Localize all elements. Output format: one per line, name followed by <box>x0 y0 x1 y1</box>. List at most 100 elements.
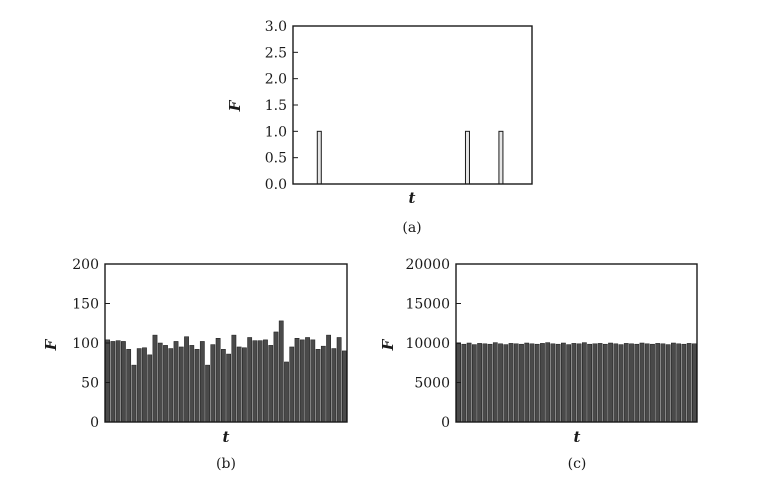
panel-c-ytick-label: 20000 <box>405 257 450 273</box>
panel-a-ylabel: F <box>226 99 244 112</box>
panel-c-ytick-label: 10000 <box>405 336 450 352</box>
panel-c-bar <box>492 342 498 423</box>
panel-a-ytick-label: 2.0 <box>265 72 287 88</box>
panel-b-bar <box>199 341 205 423</box>
panel-b-bar <box>147 354 153 423</box>
panel-b-caption: (b) <box>216 456 236 472</box>
panel-c-bar <box>503 344 509 423</box>
panel-c-ytick-label: 5000 <box>414 376 450 392</box>
panel-c-bar <box>608 342 613 423</box>
panel-b-ytick-label: 0 <box>90 415 99 431</box>
panel-a-frame <box>292 25 533 185</box>
panel-b-bars <box>105 320 347 423</box>
panel-c-bar <box>686 343 692 423</box>
panel-c-bar <box>623 343 629 423</box>
panel-c-bar <box>602 343 608 423</box>
panel-b-bar <box>310 339 316 423</box>
panel-c-bar <box>581 342 587 423</box>
panel-c-bar <box>550 343 556 423</box>
panel-c-ylabel: F <box>379 338 397 351</box>
panel-c-ytick-label: 0 <box>441 415 450 431</box>
panel-b-bar <box>305 337 310 423</box>
panel-b-bar <box>110 341 116 423</box>
panel-c-bar <box>629 343 634 423</box>
panel-b-bar <box>284 361 289 423</box>
panel-c-bar <box>519 343 524 423</box>
panel-b-bar <box>289 346 295 423</box>
panel-a-bar <box>464 130 470 185</box>
panel-b-bar <box>320 345 326 423</box>
panel-b-bar <box>247 337 253 423</box>
panel-b-bar <box>168 348 174 423</box>
panel-c-bars <box>456 342 697 423</box>
panel-c-bar <box>487 343 493 423</box>
panel-a-ytick-label: 1.0 <box>265 124 287 140</box>
panel-c-bar <box>665 344 671 423</box>
panel-c-bar <box>540 343 545 423</box>
panel-c-bar <box>545 342 551 423</box>
panel-a-ytick-label: 0.0 <box>265 177 287 193</box>
panel-c-bar <box>498 343 503 423</box>
panel-a-bar <box>316 130 322 185</box>
panel-b-ytick-label: 50 <box>81 376 99 392</box>
panel-b-bar <box>215 338 221 423</box>
panel-b-bar <box>326 334 331 423</box>
panel-b-bar <box>299 339 305 423</box>
panel-b-bar <box>268 345 274 423</box>
panel-b-bar <box>252 340 258 423</box>
panel-c-bar <box>655 343 661 423</box>
panel-b-ytick-label: 150 <box>72 297 99 313</box>
panel-b-bar <box>205 364 210 423</box>
panel-b-bar <box>105 339 111 423</box>
panel-c-bar <box>508 343 514 423</box>
panel-b-bar <box>231 334 237 423</box>
panel-b-bar <box>242 347 247 423</box>
panel-c-bar <box>566 344 572 423</box>
panel-c-bar <box>592 343 598 423</box>
panel-c-bar <box>676 343 682 423</box>
panel-c-bar <box>660 343 666 423</box>
panel-c-bar <box>650 343 655 423</box>
panel-b-bar <box>121 341 126 423</box>
panel-a-yticks: 0.0 0.5 1.0 1.5 2.0 2.5 3.0 <box>265 19 298 193</box>
panel-c-ytick-label: 15000 <box>405 297 450 313</box>
panel-b: 0 50 100 150 200 F t (b) <box>42 257 348 472</box>
panel-b-bar <box>115 340 121 423</box>
panel-b-bar <box>278 320 284 423</box>
panel-c-bar <box>461 343 467 423</box>
panel-c-bar <box>555 343 561 423</box>
panel-c-bar <box>513 343 519 423</box>
panel-b-bar <box>131 364 137 423</box>
panel-b-xlabel: t <box>223 428 230 446</box>
panel-c-bar <box>692 343 697 423</box>
panel-b-bar <box>341 350 347 423</box>
panel-b-bar <box>173 341 179 423</box>
panel-c-bar <box>618 344 624 423</box>
panel-a-ytick-label: 1.5 <box>265 98 287 114</box>
panel-b-bar <box>220 349 226 423</box>
panel-b-bar <box>189 345 195 423</box>
panel-a-ytick-label: 3.0 <box>265 19 287 35</box>
panel-b-bar <box>210 344 216 423</box>
panel-c-bar <box>597 343 603 423</box>
panel-c-bar <box>477 343 482 423</box>
panel-b-ytick-label: 100 <box>72 336 99 352</box>
panel-b-bar <box>142 347 147 423</box>
panel-c-bar <box>587 343 592 423</box>
panel-b-ytick-label: 200 <box>72 257 99 273</box>
panel-b-bar <box>126 349 132 423</box>
panel-c-bar <box>639 342 645 423</box>
panel-c-bar <box>534 343 540 423</box>
panel-b-bar <box>184 336 189 423</box>
panel-b-bar <box>236 346 242 423</box>
panel-c-bar <box>466 342 472 423</box>
panel-b-ylabel: F <box>42 338 60 351</box>
panel-b-bar <box>336 337 342 423</box>
panel-b-bar <box>331 348 337 423</box>
panel-c-bar <box>681 343 687 423</box>
panel-c-bar <box>576 343 582 423</box>
panel-b-bar <box>226 353 232 423</box>
panel-c-bar <box>613 343 619 423</box>
panel-c-bar <box>529 343 535 423</box>
